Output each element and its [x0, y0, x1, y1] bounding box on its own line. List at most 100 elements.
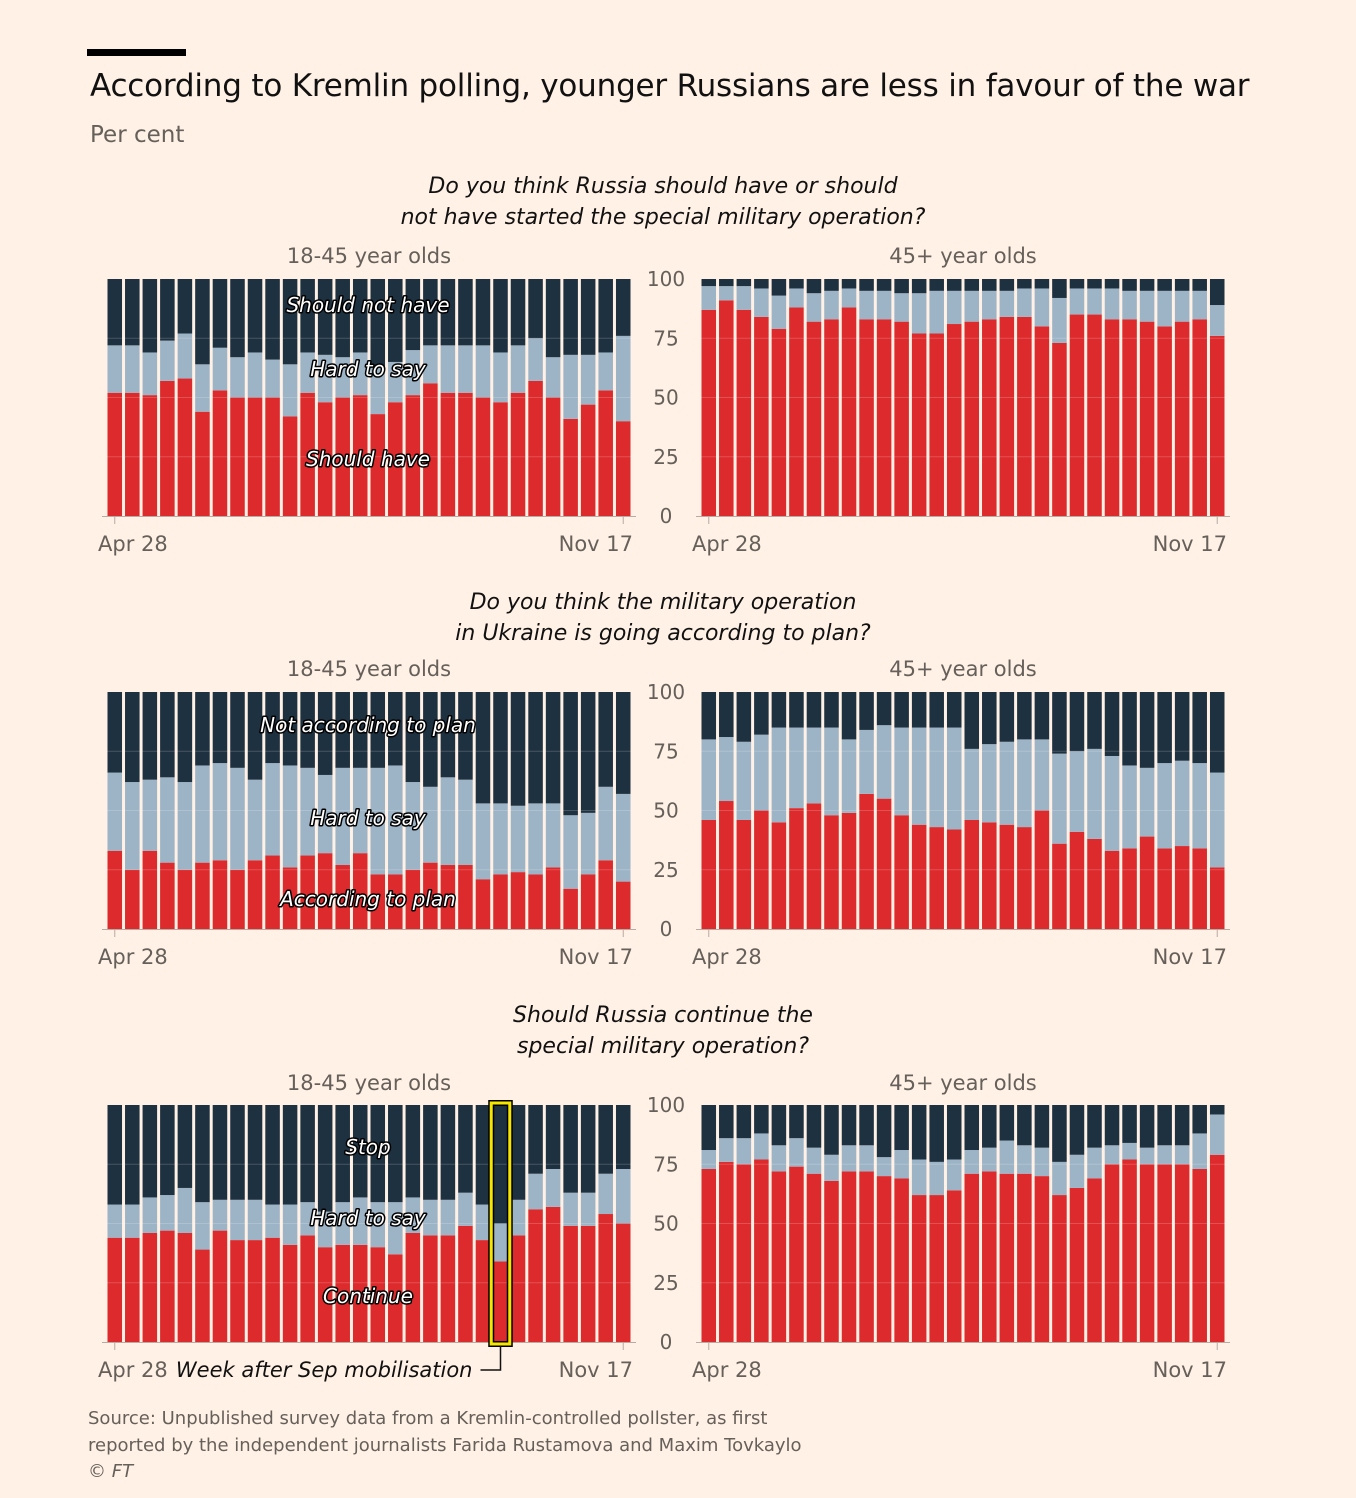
annotation-leader: [480, 1346, 502, 1371]
bar-segment: [580, 354, 596, 405]
bar-segment: [458, 865, 473, 929]
bar-segment: [1174, 279, 1190, 291]
bar-segment: [1209, 335, 1225, 516]
bar-segment: [1104, 692, 1120, 756]
bar-segment: [1069, 1154, 1085, 1188]
bar-segment: [841, 1145, 857, 1172]
bar-segment: [177, 1232, 193, 1342]
bar-segment: [964, 1150, 980, 1174]
bar-segment: [1209, 1114, 1225, 1155]
bar-segment: [423, 692, 438, 787]
bar-segment: [701, 692, 717, 740]
bar-segment: [493, 1105, 508, 1224]
bar-segment: [1034, 1176, 1050, 1342]
bar-segment: [754, 692, 769, 735]
bar-segment: [859, 729, 874, 794]
bar-segment: [423, 1105, 438, 1200]
source-note: Source: Unpublished survey data from a K…: [88, 1406, 802, 1486]
bar-segment: [929, 727, 944, 828]
bar-segment: [929, 333, 944, 516]
bar-segment: [841, 692, 857, 740]
bar-segment: [754, 288, 769, 317]
bar-segment: [282, 279, 298, 365]
bar-segment: [929, 827, 944, 929]
bar-segment: [352, 767, 368, 854]
bar-segment: [1157, 1164, 1172, 1342]
bar-segment: [177, 279, 193, 334]
bar-segment: [982, 744, 997, 823]
bar-segment: [352, 692, 368, 768]
bar-segment: [1017, 288, 1032, 317]
bar-segment: [458, 692, 473, 780]
bar-segment: [736, 1138, 752, 1165]
bar-segment: [142, 395, 158, 516]
bar-segment: [894, 1105, 909, 1151]
bar-segment: [911, 692, 927, 728]
bar-segment: [177, 782, 193, 870]
bar-segment: [1069, 314, 1085, 516]
bar-segment: [247, 279, 263, 353]
bar-segment: [1174, 1145, 1190, 1165]
bar-segment: [701, 739, 717, 820]
bar-segment: [1052, 342, 1067, 516]
bar-segment: [125, 1204, 140, 1238]
bar-segment: [1122, 1105, 1137, 1143]
bar-segment: [300, 855, 315, 929]
bar-segment: [510, 1199, 526, 1236]
bar-segment: [911, 279, 927, 294]
bar-segment: [1157, 279, 1172, 291]
bar-segment: [475, 279, 491, 346]
bar-segment: [370, 414, 386, 516]
bar-segment: [1139, 692, 1155, 768]
bar-segment: [1104, 1145, 1120, 1165]
bar-segment: [195, 1249, 210, 1342]
bar-segment: [736, 741, 752, 820]
bar-segment: [247, 1240, 263, 1342]
x-tick-label-end: Nov 17: [559, 945, 633, 969]
bar-segment: [615, 335, 631, 422]
segment-label: According to plan: [278, 887, 456, 911]
bar-segment: [142, 1105, 158, 1198]
bar-segment: [440, 345, 456, 393]
bar-segment: [719, 1138, 734, 1162]
bar-segment: [528, 874, 543, 929]
bar-segment: [212, 279, 228, 348]
bar-segment: [545, 279, 561, 358]
bar-segment: [736, 1105, 752, 1139]
bar-segment: [177, 1105, 193, 1188]
bar-segment: [929, 290, 944, 334]
bar-segment: [1069, 751, 1085, 832]
bar-segment: [982, 1171, 997, 1342]
bar-segment: [598, 390, 613, 516]
bar-segment: [1017, 1105, 1032, 1146]
bar-segment: [1017, 1173, 1032, 1342]
chart-2: Do you think the military operation in Uk…: [98, 590, 1230, 969]
bar-segment: [1104, 850, 1120, 929]
bar-segment: [859, 290, 874, 320]
bar-segment: [719, 737, 734, 802]
bar-segment: [405, 782, 421, 870]
bar-segment: [841, 1105, 857, 1146]
bar-segment: [458, 345, 473, 393]
y-tick-label: 50: [653, 386, 678, 410]
bar-segment: [352, 279, 368, 353]
bar-segment: [265, 1237, 280, 1342]
bar-segment: [300, 392, 315, 516]
bar-segment: [615, 1168, 631, 1224]
bar-segment: [458, 779, 473, 866]
bar-segment: [282, 364, 298, 417]
bar-segment: [1069, 279, 1085, 289]
bar-segment: [789, 692, 804, 728]
bar-segment: [160, 380, 175, 516]
bar-segment: [1087, 838, 1102, 929]
bar-segment: [317, 402, 333, 516]
bar-segment: [841, 739, 857, 813]
bar-segment: [824, 279, 839, 291]
bar-segment: [440, 777, 456, 866]
bar-segment: [964, 692, 980, 749]
x-tick-label-start: Apr 28: [98, 532, 168, 556]
bar-segment: [1034, 326, 1050, 516]
segment-label: Hard to say: [310, 806, 427, 830]
bar-segment: [771, 328, 787, 516]
bar-segment: [107, 279, 123, 346]
